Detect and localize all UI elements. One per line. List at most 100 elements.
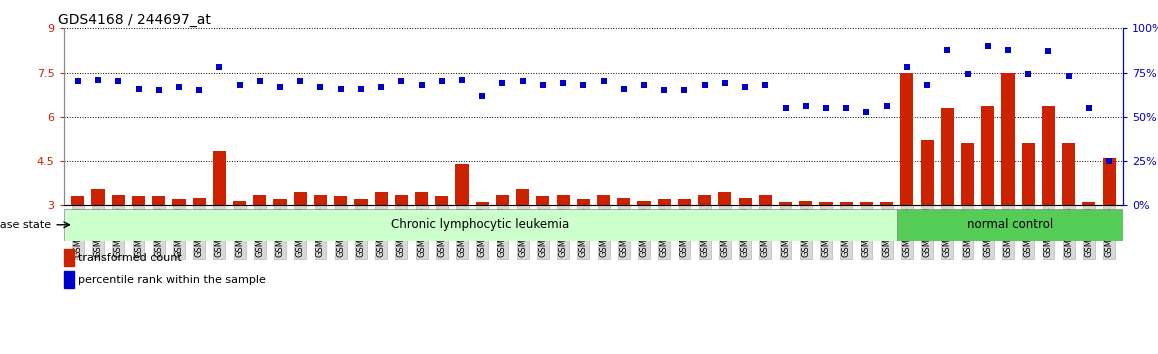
Point (1039, 48, 1057, 54)
Point (312, 84, 330, 90)
Point (372, 84, 390, 90)
Bar (1083, 202, 1095, 205)
Point (635, 82, 653, 88)
Bar (577, 199, 589, 205)
Point (271, 84, 290, 90)
Point (170, 84, 189, 90)
Point (68, 79, 87, 84)
Point (472, 93, 491, 98)
Bar (637, 201, 651, 205)
Text: disease state: disease state (0, 220, 51, 230)
Bar (1102, 158, 1115, 205)
Bar (192, 198, 206, 205)
Point (130, 86, 148, 91)
Point (453, 77, 471, 82)
Bar (354, 199, 367, 205)
Bar (152, 196, 166, 205)
Text: transformed count: transformed count (78, 253, 182, 263)
Point (291, 79, 309, 84)
Bar (698, 195, 711, 205)
Point (109, 79, 127, 84)
Bar (1021, 143, 1035, 205)
Bar (880, 202, 893, 205)
Point (878, 103, 896, 109)
Point (574, 82, 593, 88)
Point (534, 82, 552, 88)
Point (412, 82, 431, 88)
Bar (896, 209, 1123, 241)
Point (696, 82, 714, 88)
Bar (799, 201, 813, 205)
Point (897, 64, 916, 70)
Point (959, 72, 977, 77)
Bar (395, 195, 408, 205)
Bar (940, 108, 954, 205)
Bar (536, 196, 550, 205)
Point (230, 82, 249, 88)
Bar (64, 271, 74, 289)
Point (979, 43, 997, 49)
Bar (455, 164, 469, 205)
Bar (64, 209, 896, 241)
Point (998, 47, 1017, 52)
Point (816, 105, 835, 111)
Point (938, 47, 957, 52)
Point (513, 79, 532, 84)
Bar (496, 195, 510, 205)
Bar (314, 195, 327, 205)
Bar (739, 198, 752, 205)
Bar (72, 196, 85, 205)
Point (1079, 105, 1098, 111)
Point (837, 105, 856, 111)
Point (493, 80, 512, 86)
Bar (617, 198, 630, 205)
Point (190, 87, 208, 93)
Bar (233, 201, 247, 205)
Bar (213, 151, 226, 205)
Point (149, 87, 168, 93)
Text: percentile rank within the sample: percentile rank within the sample (78, 275, 265, 285)
Bar (677, 199, 691, 205)
Point (1100, 158, 1119, 164)
Bar (415, 192, 428, 205)
Point (675, 87, 694, 93)
Bar (64, 249, 74, 266)
Point (393, 79, 411, 84)
Bar (1062, 143, 1076, 205)
Point (1019, 72, 1038, 77)
Point (594, 79, 613, 84)
Bar (173, 199, 185, 205)
Bar (718, 192, 732, 205)
Point (352, 86, 371, 91)
Bar (273, 199, 287, 205)
Text: normal control: normal control (967, 218, 1053, 231)
Point (1060, 73, 1078, 79)
Bar (981, 107, 995, 205)
Point (331, 86, 350, 91)
Point (615, 86, 633, 91)
Point (716, 80, 734, 86)
Point (89, 77, 108, 82)
Point (210, 64, 228, 70)
Bar (758, 195, 772, 205)
Point (776, 105, 794, 111)
Bar (598, 195, 610, 205)
Bar (658, 199, 670, 205)
Bar (476, 202, 489, 205)
Bar (254, 195, 266, 205)
Bar (921, 141, 933, 205)
Bar (335, 196, 347, 205)
Bar (860, 202, 873, 205)
Point (918, 82, 937, 88)
Bar (961, 143, 974, 205)
Point (655, 87, 674, 93)
Bar (374, 192, 388, 205)
Bar (516, 189, 529, 205)
Bar (91, 189, 104, 205)
Bar (1042, 107, 1055, 205)
Point (250, 79, 269, 84)
Point (756, 82, 775, 88)
Text: Chronic lymphocytic leukemia: Chronic lymphocytic leukemia (391, 218, 570, 231)
Bar (900, 73, 914, 205)
Text: GDS4168 / 244697_at: GDS4168 / 244697_at (58, 13, 211, 27)
